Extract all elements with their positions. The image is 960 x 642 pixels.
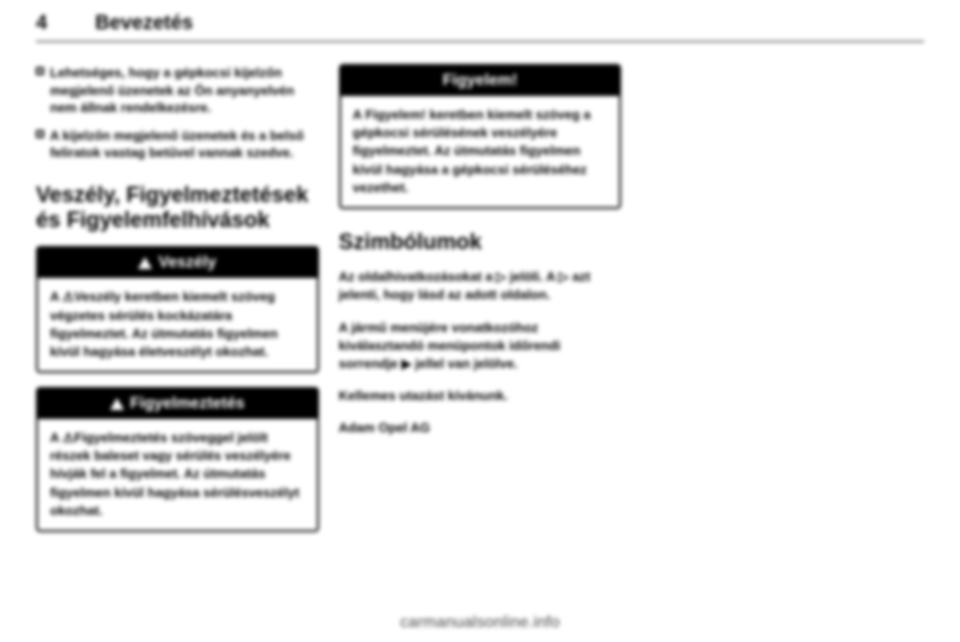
list-item: A kijelzőn megjelenő üzenetek és a belső…	[36, 127, 319, 162]
page-header: 4 Bevezetés	[36, 12, 924, 42]
bullet-list: Lehetséges, hogy a gépkocsi kijelzőn meg…	[36, 64, 319, 162]
column-2: Figyelem! A Figyelem! keretben kiemelt s…	[339, 64, 622, 600]
square-bullet-icon	[36, 130, 44, 138]
subsection-heading: Veszély, Figyelmeztetések és Figyelemfel…	[36, 182, 319, 233]
section-title: Bevezetés	[95, 12, 193, 35]
warning-box: Figyelmeztetés A ⚠Figyelmeztetés szövegg…	[36, 387, 319, 532]
footer-watermark: carmanualsonline.info	[0, 614, 960, 632]
danger-box-body: A ⚠Veszély keretben kiemelt szöveg végze…	[38, 278, 317, 371]
columns: Lehetséges, hogy a gépkocsi kijelzőn meg…	[36, 64, 924, 600]
attention-box: Figyelem! A Figyelem! keretben kiemelt s…	[339, 64, 622, 209]
warning-box-title: Figyelmeztetés	[38, 389, 317, 419]
danger-title-text: Veszély	[158, 254, 216, 272]
symbols-heading: Szimbólumok	[339, 229, 622, 254]
paragraph: Az oldalhivatkozásokat a ▷ jelöli. A ▷ a…	[339, 268, 622, 304]
page: 4 Bevezetés Lehetséges, hogy a gépkocsi …	[0, 0, 960, 642]
danger-box: Veszély A ⚠Veszély keretben kiemelt szöv…	[36, 246, 319, 373]
bullet-text: Lehetséges, hogy a gépkocsi kijelzőn meg…	[50, 64, 319, 117]
paragraph: Kellemes utazást kívánunk.	[339, 387, 622, 405]
square-bullet-icon	[36, 67, 44, 75]
danger-box-title: Veszély	[38, 248, 317, 278]
bullet-text: A kijelzőn megjelenő üzenetek és a belső…	[50, 127, 319, 162]
paragraph: A jármű menüjére vonatkozóhoz kiválaszta…	[339, 319, 622, 374]
warning-box-body: A ⚠Figyelmeztetés szöveggel jelölt része…	[38, 419, 317, 530]
warning-triangle-icon	[138, 257, 152, 269]
warning-triangle-icon	[110, 398, 124, 410]
list-item: Lehetséges, hogy a gépkocsi kijelzőn meg…	[36, 64, 319, 117]
attention-title-text: Figyelem!	[443, 72, 518, 90]
warning-title-text: Figyelmeztetés	[130, 395, 245, 413]
column-1: Lehetséges, hogy a gépkocsi kijelzőn meg…	[36, 64, 319, 600]
paragraph: Adam Opel AG	[339, 419, 622, 437]
attention-box-title: Figyelem!	[341, 66, 620, 96]
attention-box-body: A Figyelem! keretben kiemelt szöveg a gé…	[341, 96, 620, 207]
column-3	[641, 64, 924, 600]
page-number: 4	[36, 12, 47, 35]
